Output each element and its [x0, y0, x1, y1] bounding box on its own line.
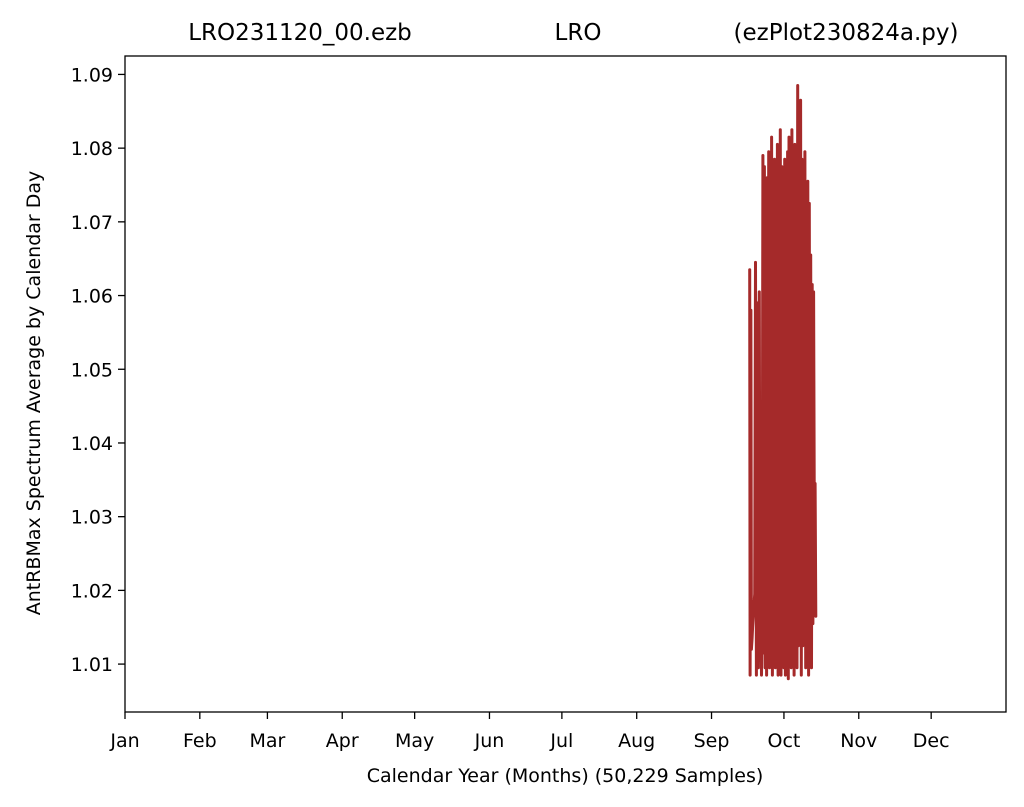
- x-tick-label: May: [395, 730, 434, 752]
- x-tick-label: Jan: [109, 730, 139, 752]
- x-tick-label: Dec: [913, 730, 950, 752]
- y-tick-label: 1.08: [71, 138, 113, 160]
- y-tick-label: 1.02: [71, 580, 113, 602]
- y-tick-label: 1.06: [71, 286, 113, 308]
- plot-area: [748, 84, 818, 681]
- x-axis-label: Calendar Year (Months) (50,229 Samples): [367, 765, 764, 787]
- x-axis: Jan Feb Mar Apr May Jun Jul Aug Sep Oct Nov Dec: [109, 712, 950, 752]
- x-tick-label: Mar: [249, 730, 285, 752]
- y-axis-label: AntRBMax Spectrum Average by Calendar Da…: [23, 171, 45, 616]
- x-tick-label: Jun: [474, 730, 505, 752]
- y-tick-label: 1.07: [71, 212, 113, 234]
- x-tick-label: Jul: [549, 730, 573, 752]
- x-tick-label: Oct: [768, 730, 801, 752]
- x-tick-label: Sep: [694, 730, 730, 752]
- y-tick-label: 1.01: [71, 654, 113, 676]
- header-left-title: LRO231120_00.ezb: [188, 20, 412, 46]
- header-center-title: LRO: [555, 20, 602, 46]
- y-tick-label: 1.04: [71, 433, 113, 455]
- x-tick-label: Aug: [618, 730, 655, 752]
- y-tick-label: 1.03: [71, 507, 113, 529]
- series-line-0: [748, 84, 818, 681]
- x-tick-label: Apr: [326, 730, 359, 752]
- x-tick-label: Nov: [840, 730, 877, 752]
- y-tick-label: 1.05: [71, 359, 113, 381]
- plot-frame: [124, 55, 1007, 713]
- y-axis: 1.01 1.02 1.03 1.04 1.05 1.06 1.07 1.08 1.09: [71, 64, 125, 676]
- x-tick-label: Feb: [183, 730, 217, 752]
- y-tick-label: 1.09: [71, 64, 113, 86]
- header-right-title: (ezPlot230824a.py): [734, 20, 959, 46]
